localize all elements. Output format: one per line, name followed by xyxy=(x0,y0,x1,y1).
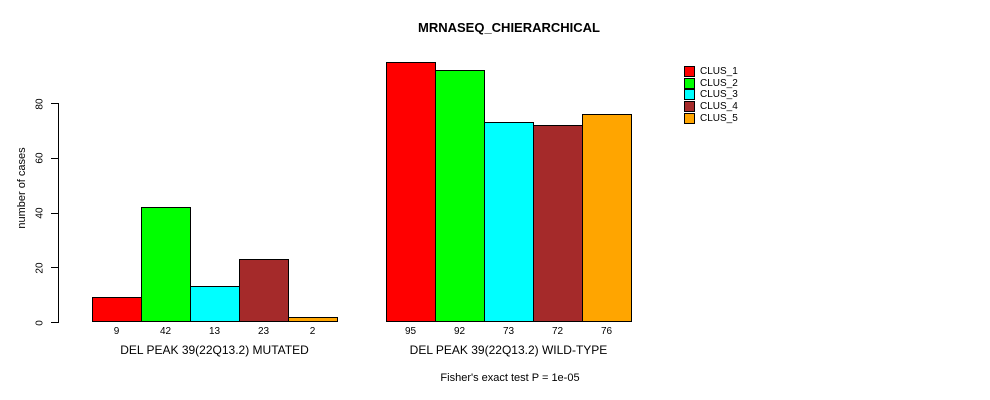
y-axis-tick xyxy=(51,322,58,323)
bar-clus_1-group1 xyxy=(92,297,142,322)
legend: CLUS_1 CLUS_2 CLUS_3 CLUS_4 CLUS_5 xyxy=(684,66,738,124)
legend-swatch-clus_1 xyxy=(684,66,695,78)
bar-value-label: 2 xyxy=(309,326,316,337)
legend-label: CLUS_3 xyxy=(700,89,738,101)
bar-clus_2-group1 xyxy=(141,207,191,322)
bar-clus_3-group1 xyxy=(190,286,240,322)
legend-label: CLUS_1 xyxy=(700,66,738,78)
bar-value-label: 92 xyxy=(453,326,466,337)
legend-label: CLUS_4 xyxy=(700,101,738,113)
group-label-1: DEL PEAK 39(22Q13.2) MUTATED xyxy=(120,343,309,357)
y-axis-tick xyxy=(51,212,58,214)
legend-swatch-clus_5 xyxy=(684,112,695,124)
bar-clus_5-group2 xyxy=(582,114,632,322)
y-axis-tick xyxy=(51,267,58,269)
y-axis-label: number of cases xyxy=(16,147,28,229)
group-label-2: DEL PEAK 39(22Q13.2) WILD-TYPE xyxy=(409,343,608,357)
legend-swatch-clus_2 xyxy=(684,77,695,89)
legend-swatch-clus_4 xyxy=(684,101,695,113)
legend-row-clus_1: CLUS_1 xyxy=(684,66,738,78)
y-axis-line xyxy=(58,103,59,323)
legend-swatch-clus_3 xyxy=(684,89,695,101)
chart-title: MRNASEQ_CHIERARCHICAL xyxy=(417,20,601,35)
bar-value-label: 76 xyxy=(600,326,613,337)
bar-value-label: 72 xyxy=(551,326,564,337)
y-axis-tick-label: 60 xyxy=(34,152,46,164)
legend-label: CLUS_5 xyxy=(700,112,738,124)
bar-value-label: 9 xyxy=(113,326,120,337)
y-axis-tick-label: 40 xyxy=(34,207,46,219)
legend-row-clus_2: CLUS_2 xyxy=(684,77,738,90)
y-axis-tick-label: 20 xyxy=(34,262,46,274)
bar-clus_4-group1 xyxy=(239,259,289,322)
y-axis-tick xyxy=(51,157,58,159)
bar-clus_5-group1 xyxy=(288,317,338,322)
bar-clus_2-group2 xyxy=(435,70,485,322)
footer-annotation: Fisher's exact test P = 1e-05 xyxy=(440,372,580,384)
legend-row-clus_3: CLUS_3 xyxy=(684,89,738,101)
y-axis-tick xyxy=(51,103,58,104)
y-axis-tick-label: 0 xyxy=(34,319,46,326)
bar-value-label: 95 xyxy=(404,326,417,337)
legend-row-clus_5: CLUS_5 xyxy=(684,112,738,124)
bar-clus_4-group2 xyxy=(533,125,583,322)
bar-clus_3-group2 xyxy=(484,122,534,322)
bar-value-label: 42 xyxy=(159,326,172,337)
legend-label: CLUS_2 xyxy=(700,77,738,89)
y-axis-tick-label: 80 xyxy=(34,97,46,110)
bar-value-label: 13 xyxy=(208,326,221,337)
bar-clus_1-group2 xyxy=(386,62,436,322)
bar-value-label: 73 xyxy=(502,326,515,337)
legend-row-clus_4: CLUS_4 xyxy=(684,101,738,113)
bar-value-label: 23 xyxy=(257,326,270,337)
